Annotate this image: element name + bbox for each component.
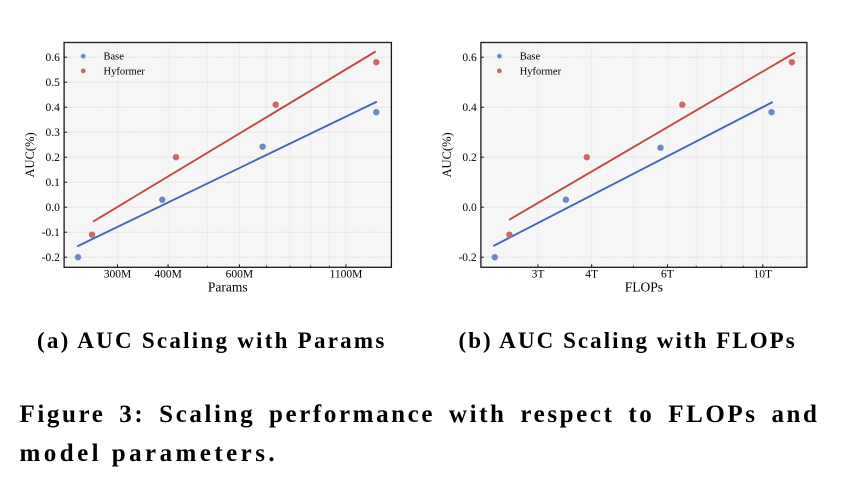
svg-text:-0.1: -0.1 <box>42 227 60 239</box>
svg-text:0.6: 0.6 <box>46 52 61 64</box>
svg-text:6T: 6T <box>661 269 674 281</box>
svg-text:Base: Base <box>104 52 125 63</box>
svg-text:Hyformer: Hyformer <box>104 66 146 77</box>
svg-text:0.0: 0.0 <box>462 202 477 214</box>
svg-text:AUC(%): AUC(%) <box>23 132 37 177</box>
svg-text:0.2: 0.2 <box>462 152 477 164</box>
svg-text:300M: 300M <box>104 269 131 281</box>
svg-text:10T: 10T <box>754 269 773 281</box>
svg-text:0.4: 0.4 <box>462 102 477 114</box>
svg-text:0.4: 0.4 <box>46 102 61 114</box>
svg-text:0.2: 0.2 <box>46 152 61 164</box>
svg-text:-0.2: -0.2 <box>42 252 60 264</box>
svg-text:400M: 400M <box>154 269 181 281</box>
svg-text:1100M: 1100M <box>330 269 363 281</box>
svg-text:AUC(%): AUC(%) <box>440 132 454 177</box>
svg-text:Hyformer: Hyformer <box>520 66 562 77</box>
svg-text:Params: Params <box>208 280 248 295</box>
svg-text:4T: 4T <box>585 269 598 281</box>
svg-text:0.3: 0.3 <box>46 127 61 139</box>
svg-text:600M: 600M <box>226 269 253 281</box>
svg-text:0.0: 0.0 <box>46 202 61 214</box>
svg-text:Base: Base <box>520 52 541 63</box>
svg-text:-0.2: -0.2 <box>458 252 476 264</box>
svg-text:0.5: 0.5 <box>46 77 61 89</box>
svg-text:0.1: 0.1 <box>46 177 61 189</box>
svg-text:0.6: 0.6 <box>462 52 477 64</box>
svg-text:FLOPs: FLOPs <box>625 280 663 295</box>
svg-text:3T: 3T <box>532 269 545 281</box>
